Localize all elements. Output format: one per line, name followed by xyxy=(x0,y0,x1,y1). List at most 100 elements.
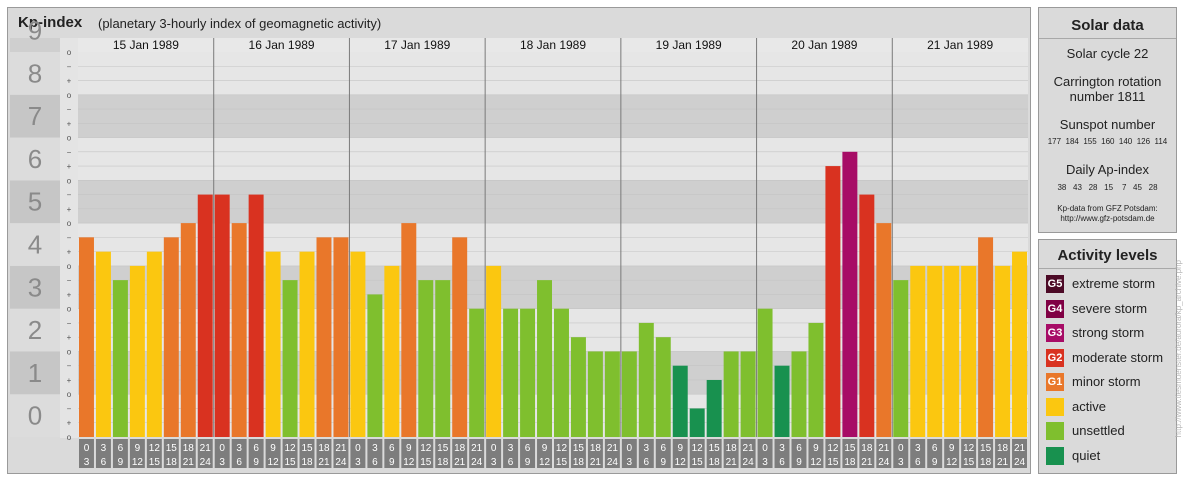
y-axis-band xyxy=(10,308,60,352)
data-source-link[interactable]: http://www.gfz-potsdam.de xyxy=(1060,214,1155,223)
hour-end-label: 6 xyxy=(236,457,242,468)
legend-item: G1 minor storm xyxy=(1046,373,1176,393)
hour-end-label: 6 xyxy=(508,457,514,468)
hour-start-label: 12 xyxy=(556,443,568,454)
hour-end-label: 21 xyxy=(590,457,602,468)
chart-title: Kp-index xyxy=(18,14,83,31)
subtick-column xyxy=(60,38,78,438)
hour-box xyxy=(927,439,943,468)
hour-end-label: 3 xyxy=(355,457,361,468)
hour-start-label: 0 xyxy=(762,443,768,454)
kp-bar xyxy=(316,237,332,437)
hour-box xyxy=(520,439,536,468)
kp-bar xyxy=(570,337,586,437)
y-subtick-label: o xyxy=(67,262,72,271)
hour-box xyxy=(401,439,417,468)
hour-box xyxy=(638,439,654,468)
hour-start-label: 6 xyxy=(932,443,938,454)
day-header-band xyxy=(78,38,1028,52)
kp-bar xyxy=(655,337,671,437)
hour-start-label: 18 xyxy=(861,443,873,454)
y-axis-band xyxy=(10,180,60,224)
legend-swatch: G2 xyxy=(1046,348,1064,367)
hour-box xyxy=(248,439,264,468)
hour-start-label: 6 xyxy=(796,443,802,454)
hour-end-label: 15 xyxy=(149,457,161,468)
y-tick-label: 8 xyxy=(28,58,42,88)
hour-start-label: 21 xyxy=(471,443,483,454)
hour-box xyxy=(299,439,315,468)
kp-bar xyxy=(672,365,688,437)
y-subtick-label: + xyxy=(67,290,72,299)
legend-item: G4 severe storm xyxy=(1046,299,1176,320)
hour-box xyxy=(214,439,230,468)
hour-end-label: 12 xyxy=(810,457,822,468)
legend-swatch: G4 xyxy=(1046,299,1064,318)
y-subtick-label: + xyxy=(67,376,72,385)
hour-start-label: 9 xyxy=(135,443,141,454)
hour-box xyxy=(146,439,162,468)
hour-end-label: 12 xyxy=(946,457,958,468)
data-source-label: Kp-data from GFZ Potsdam: xyxy=(1057,204,1158,213)
hour-start-label: 0 xyxy=(491,443,497,454)
hour-box xyxy=(435,439,451,468)
hour-box xyxy=(808,439,824,468)
hour-box xyxy=(723,439,739,468)
kp-bar xyxy=(248,194,264,437)
y-subtick-label: o xyxy=(67,176,72,185)
y-subtick-label: − xyxy=(67,319,72,328)
hour-end-label: 18 xyxy=(573,457,585,468)
kp-bar xyxy=(401,223,417,437)
kp-bar xyxy=(469,308,485,437)
kp-bar xyxy=(554,308,569,437)
legend-item: active xyxy=(1046,397,1176,418)
hour-start-label: 0 xyxy=(355,443,361,454)
hour-start-label: 15 xyxy=(437,443,449,454)
hour-box xyxy=(791,439,807,468)
hour-end-label: 18 xyxy=(301,457,313,468)
legend-label: minor storm xyxy=(1072,374,1141,389)
hour-box xyxy=(740,439,756,468)
kp-bar xyxy=(367,294,383,437)
hour-end-label: 15 xyxy=(963,457,975,468)
kp-bar xyxy=(808,322,824,437)
hour-end-label: 21 xyxy=(318,457,330,468)
hour-end-label: 15 xyxy=(827,457,839,468)
kp-bar xyxy=(604,351,620,437)
hour-end-label: 12 xyxy=(132,457,144,468)
hour-end-label: 24 xyxy=(878,457,890,468)
hour-box xyxy=(672,439,688,468)
kp-bar xyxy=(706,379,722,437)
hour-end-label: 9 xyxy=(525,457,531,468)
kp-bar xyxy=(876,223,892,437)
kp-bar xyxy=(79,237,94,437)
hour-end-label: 24 xyxy=(335,457,347,468)
y-subtick-label: + xyxy=(67,77,72,86)
hour-start-label: 9 xyxy=(949,443,955,454)
hour-end-label: 15 xyxy=(420,457,432,468)
kp-bar xyxy=(842,151,858,438)
hour-start-label: 3 xyxy=(915,443,921,454)
hour-start-label: 21 xyxy=(200,443,212,454)
kp-bar xyxy=(418,280,434,437)
hour-box xyxy=(689,439,705,468)
kp-bar xyxy=(961,265,977,437)
activity-levels-title: Activity levels xyxy=(1057,247,1158,264)
kp-bar xyxy=(265,251,281,437)
hour-box xyxy=(384,439,400,468)
hour-start-label: 21 xyxy=(335,443,347,454)
y-subtick-label: + xyxy=(67,333,72,342)
hour-box xyxy=(350,439,366,468)
legend-item: G3 strong storm xyxy=(1046,324,1176,344)
y-axis-band xyxy=(10,394,60,437)
sunspot-title: Sunspot number xyxy=(1059,117,1156,132)
hour-end-label: 21 xyxy=(997,457,1009,468)
hour-start-label: 0 xyxy=(84,443,90,454)
legend-swatch: G5 xyxy=(1046,275,1064,293)
credit-link[interactable]: http://www.tiesmuenster.de/aurora/kp_arc… xyxy=(1174,260,1183,438)
kp-bar xyxy=(282,280,298,437)
y-axis-band xyxy=(10,137,60,181)
hour-end-label: 9 xyxy=(253,457,259,468)
y-tick-label: 7 xyxy=(28,101,42,131)
